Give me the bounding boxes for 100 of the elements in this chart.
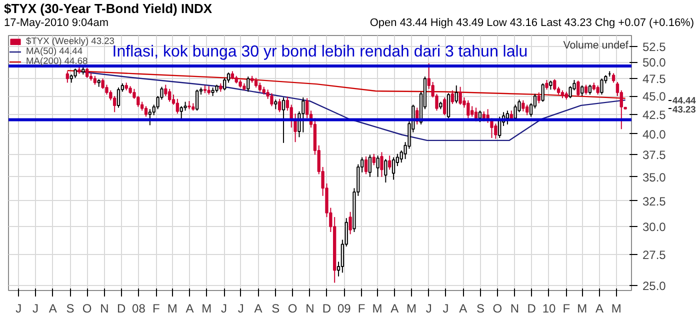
candlestick [380,152,384,178]
candlestick [580,84,584,97]
candlestick [588,84,592,96]
x-tick-label: O [288,302,298,316]
candlestick [584,84,588,96]
y-tick-label: 40.0 [642,127,666,142]
candlestick [274,99,278,110]
x-tick-label: D [322,302,332,316]
text: Open 43.44 High 43.49 Low 43.16 Last 43.23 Chg +0.07 (+0.16%) [370,16,694,31]
legend-label: MA(200) 44.68 [26,56,88,66]
y-tick-label: 50.0 [642,56,666,70]
candlestick [254,77,258,88]
annotation: Volume undef [563,39,628,52]
candlestick [168,88,172,102]
candlestick [388,155,392,170]
candlestick [553,78,556,91]
candlestick [164,84,168,97]
candlestick [113,96,116,113]
x-tick-label: A [596,302,604,316]
x-tick-label: A [459,302,468,316]
x-tick-label: M [406,302,416,316]
x-tick-label: O [492,302,502,316]
y-tick-label: 32.5 [642,194,666,208]
candlestick [74,68,77,78]
candlestick [116,87,120,108]
candlestick [372,153,376,166]
x-tick-label: S [66,302,74,316]
candlestick [494,123,498,140]
x-tick-label: J [238,302,244,316]
candlestick [458,86,462,106]
text: 44.44 [672,96,697,106]
candlestick [545,79,548,90]
candlestick [368,154,372,178]
candlestick [384,158,388,184]
candlestick [136,96,140,108]
x-tick-label: F [152,302,160,316]
candlestick [196,89,199,112]
candlestick [522,100,525,112]
x-tick-label: A [254,302,262,316]
x-tick-label: S [272,302,280,316]
candlestick [148,108,152,126]
x-tick-label: M [202,302,212,316]
candlestick [450,90,454,104]
x-tick-label: 09 [337,302,352,316]
candlestick [446,92,450,119]
candlestick [270,92,274,107]
y-tick-label: 52.5 [642,40,666,54]
candlestick [596,84,600,96]
x-tick-label: M [611,302,622,316]
candlestick [506,110,510,125]
x-tick-label: O [82,302,92,316]
x-tick-label: N [510,302,520,316]
x-tick-label: M [372,302,382,316]
candlestick [454,84,458,104]
candlestick [392,156,396,180]
x-tick-label: S [476,302,485,316]
candlestick [526,104,529,116]
candlestick [470,106,474,118]
x-tick-label: N [306,302,314,316]
candlestick [278,98,282,113]
line-series [66,70,626,99]
x-tick-label: J [32,302,38,316]
x-tick-label: J [16,302,22,316]
candlestick [85,67,89,78]
x-tick-label: D [527,302,536,316]
y-tick-label: 45.0 [642,90,666,104]
x-tick-label: A [390,302,399,316]
x-tick-label: A [186,302,194,316]
candlestick [612,72,616,84]
candlestick [144,106,148,118]
x-tick-label: M [167,302,178,316]
y-tick-label: 25.0 [642,278,666,293]
candlestick [600,78,604,96]
candlestick [66,70,70,84]
y-tick-label: 42.5 [642,108,666,122]
candlestick [176,98,180,114]
candlestick [223,77,226,91]
candlestick [568,86,572,99]
y-tick-label: 35.0 [642,170,666,184]
candlestick [246,76,250,92]
candlestick [364,156,368,175]
candlestick [537,92,540,104]
candlestick [541,82,544,102]
candlestick [180,106,183,122]
x-tick-label: 10 [542,302,556,316]
x-tick-label: F [358,302,366,316]
x-tick-label: D [116,302,126,316]
chart-subtitle: 17-May-2010 9:04am [4,16,109,31]
candlestick [258,82,262,92]
x-tick-label: F [562,302,570,316]
y-tick-label: 37.5 [642,148,666,162]
y-tick-label: 47.5 [642,72,666,86]
candlestick [282,96,286,144]
candlestick [376,155,380,178]
candlestick [466,100,470,119]
chart-title: $TYX (30-Year T-Bond Yield) INDX [4,1,212,16]
x-tick-label: J [442,302,449,316]
x-tick-label: N [100,302,109,316]
candlestick [576,80,580,97]
line-series [76,70,626,142]
